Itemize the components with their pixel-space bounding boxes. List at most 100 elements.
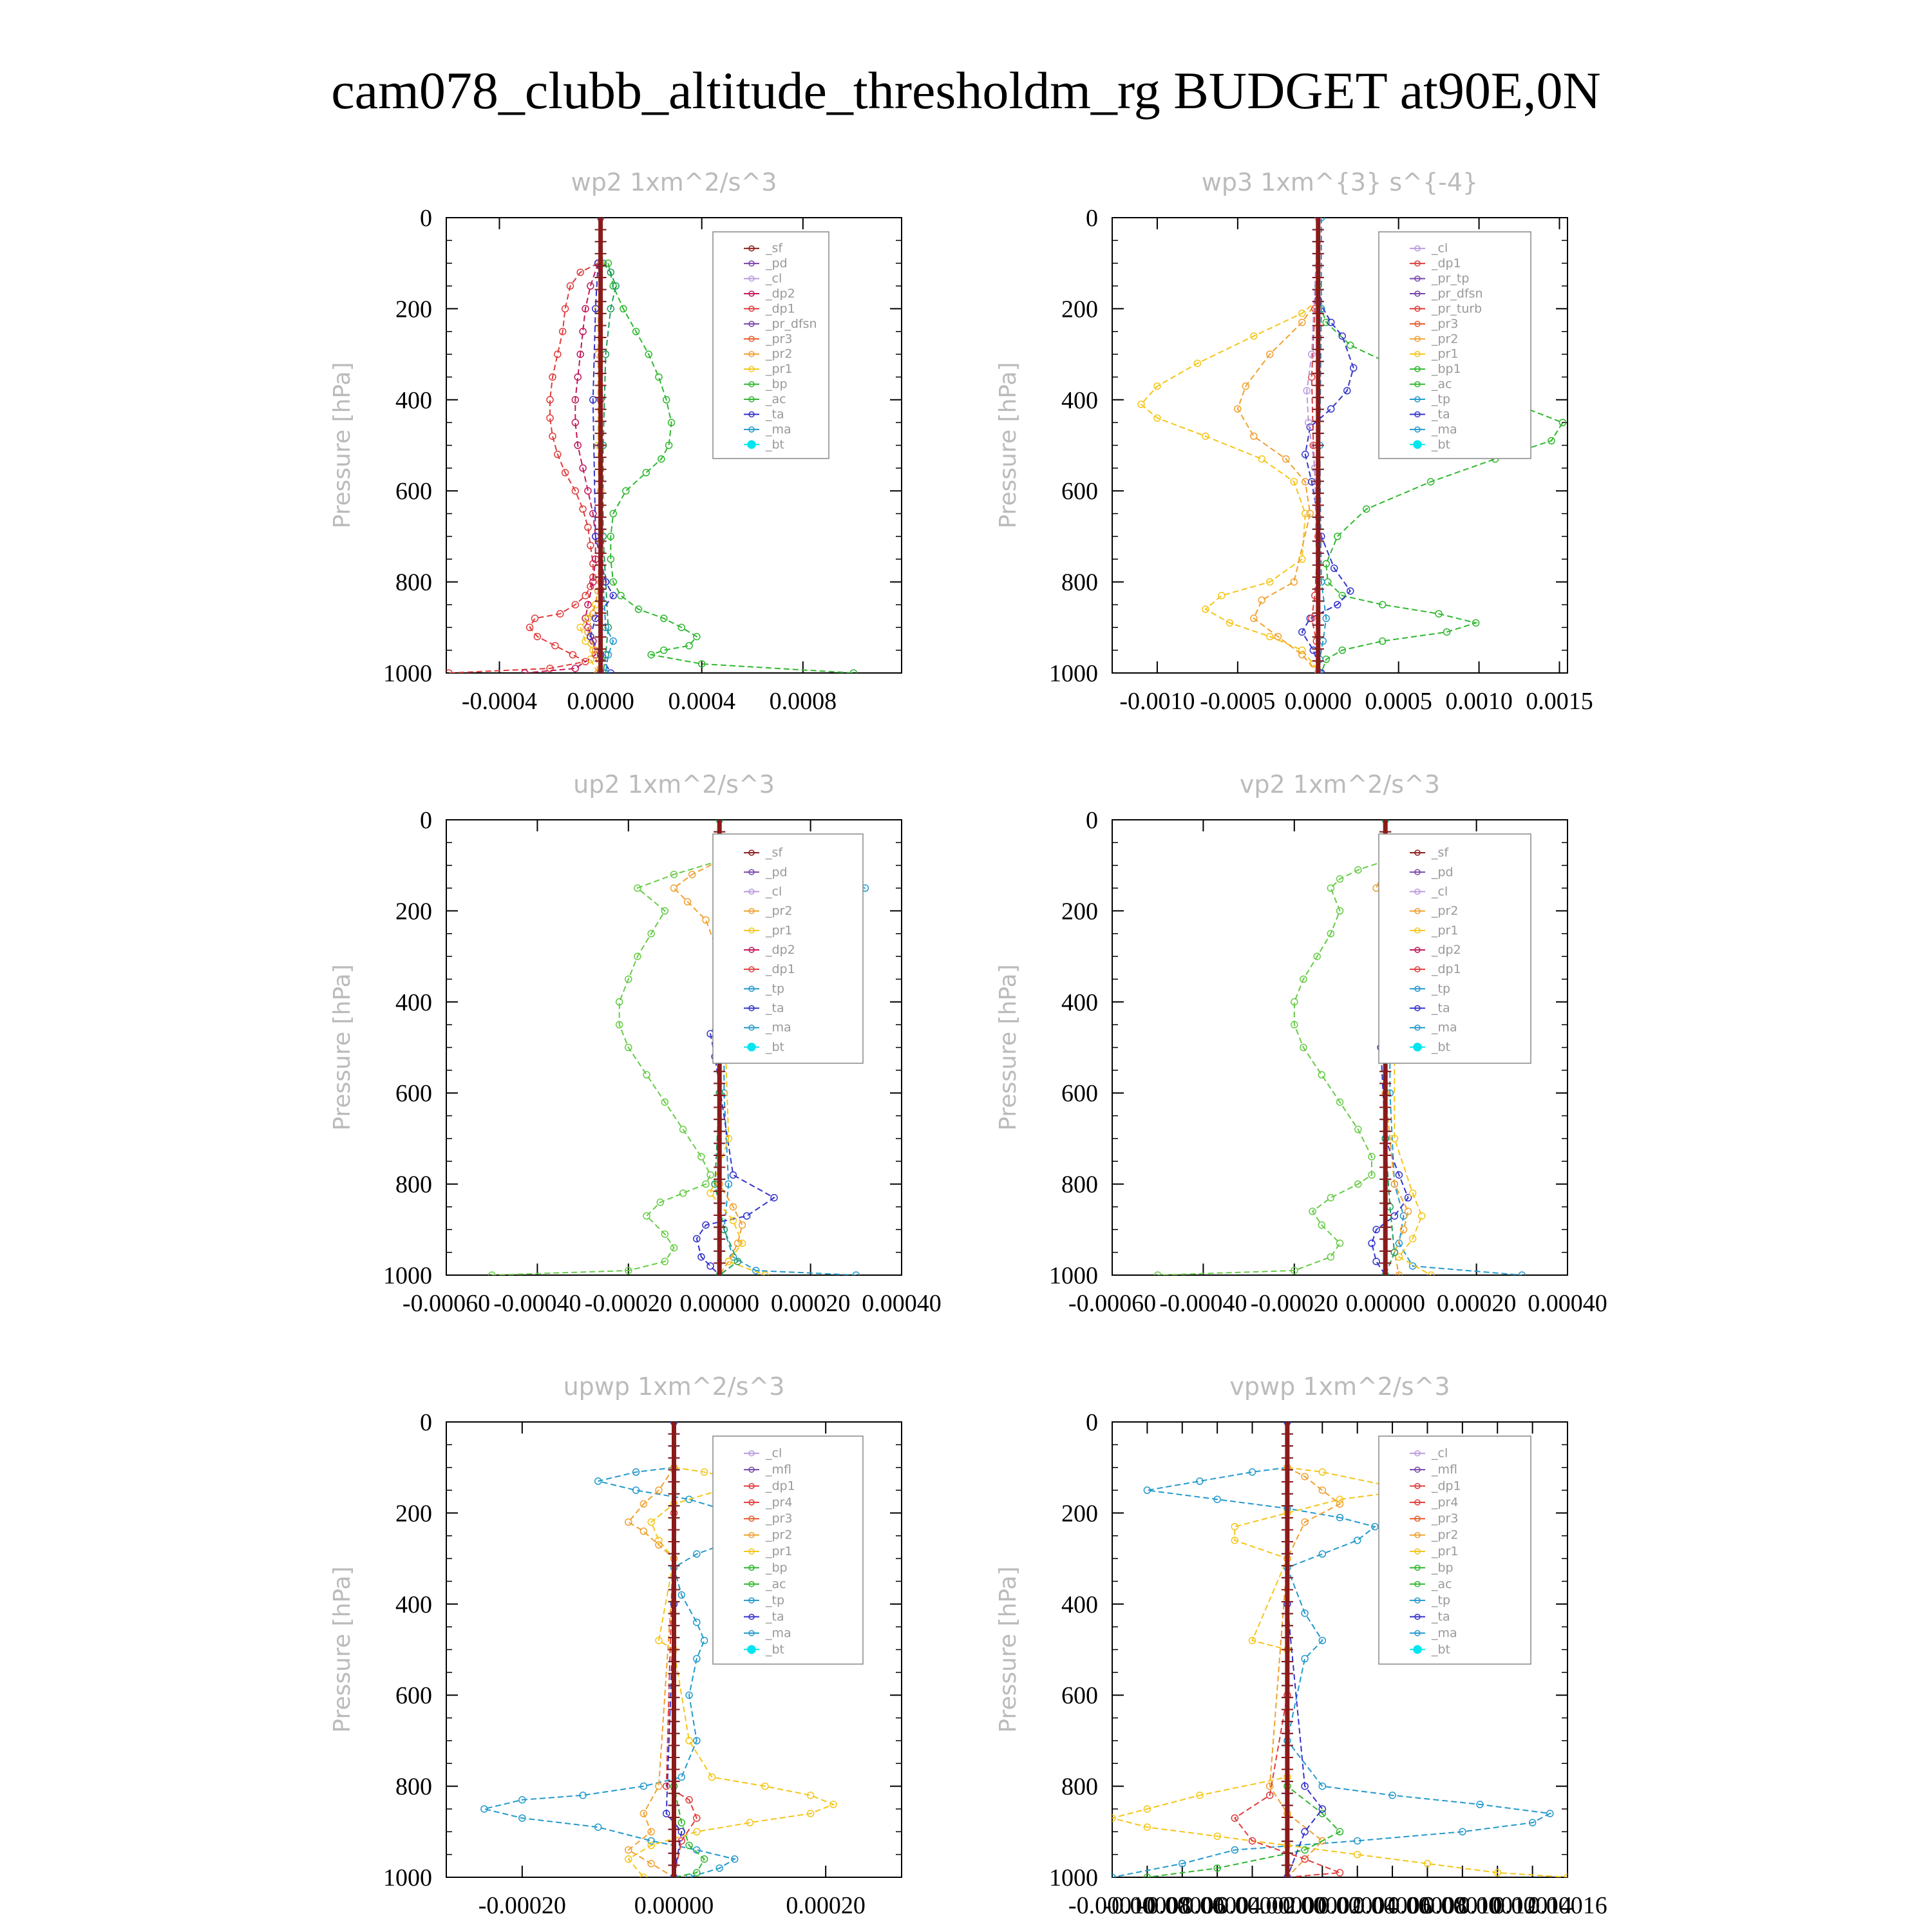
data-point-bp1 xyxy=(1558,419,1567,426)
legend-marker xyxy=(1414,927,1421,934)
legend-marker xyxy=(748,1630,755,1636)
data-point-dp1 xyxy=(1313,952,1321,960)
legend-entry: _pd xyxy=(765,256,788,270)
data-point-bp1 xyxy=(1548,437,1555,445)
legend-entry: _ma xyxy=(1431,1021,1457,1035)
legend-marker xyxy=(748,1024,755,1031)
data-point-pr2 xyxy=(1266,350,1274,358)
legend-entry: _pr4 xyxy=(765,1495,792,1510)
data-point-ac xyxy=(655,373,663,381)
data-point-dp1 xyxy=(1231,1814,1239,1822)
data-point-dp1 xyxy=(526,623,534,632)
data-point-ta xyxy=(1301,1828,1309,1836)
legend-entry: _tp xyxy=(765,981,784,996)
data-point-tp xyxy=(1179,1860,1186,1868)
legend-marker xyxy=(1414,1581,1421,1587)
legend-marker xyxy=(748,1581,755,1587)
legend-entry: _pr4 xyxy=(1431,1495,1458,1510)
legend-entry: _pr_dfsn xyxy=(765,317,817,331)
series-line-dp1 xyxy=(491,860,720,1275)
data-point-dp1 xyxy=(1153,1271,1162,1275)
data-point-dp2 xyxy=(579,328,587,336)
x-tick-label: 0.00000 xyxy=(1247,1892,1327,1919)
x-tick-label: 0.00020 xyxy=(771,1290,851,1317)
data-point-pr1 xyxy=(761,1782,769,1790)
data-point-pr2 xyxy=(1306,509,1314,518)
legend-marker xyxy=(1414,1024,1421,1031)
data-point-pr1 xyxy=(647,1518,655,1526)
x-tick-label: -0.0005 xyxy=(1200,688,1275,715)
data-point-dp1 xyxy=(554,450,562,459)
data-point-bp1 xyxy=(1346,341,1354,349)
data-point-pr1 xyxy=(1353,1850,1361,1859)
data-point-pr1 xyxy=(708,1773,716,1781)
data-point-dp1 xyxy=(643,1071,650,1079)
data-point-bp1 xyxy=(1378,601,1387,609)
legend-entry: _ma xyxy=(1431,422,1457,437)
data-point-tp xyxy=(685,1495,693,1503)
legend-entry: _pr3 xyxy=(1431,1511,1458,1526)
data-point-dp1 xyxy=(661,907,669,915)
data-point-cl xyxy=(1305,419,1312,426)
legend-marker xyxy=(1414,1531,1421,1539)
data-point-ac xyxy=(1301,1846,1309,1854)
data-point-dp1 xyxy=(551,641,559,650)
y-tick-label: 1000 xyxy=(383,1864,432,1891)
data-point-ta xyxy=(1327,318,1335,327)
legend-entry: _dp1 xyxy=(1431,1479,1461,1493)
x-tick-label: 0.0004 xyxy=(668,688,735,715)
data-point-pr1 xyxy=(655,1537,663,1544)
data-point-dp1 xyxy=(579,505,587,513)
data-point-tp xyxy=(1528,1819,1537,1826)
x-tick-label: -0.00020 xyxy=(478,1892,566,1919)
data-point-dp1 xyxy=(1300,975,1307,983)
data-point-pr2 xyxy=(1395,1271,1403,1275)
legend-marker xyxy=(748,1548,755,1555)
data-point-dp1 xyxy=(670,1244,678,1252)
data-point-pr1 xyxy=(829,1801,837,1808)
data-point-ta xyxy=(587,632,594,641)
data-point-dp1 xyxy=(1327,1253,1335,1261)
data-point-pr2 xyxy=(729,1203,737,1211)
data-point-ac xyxy=(632,328,640,336)
data-point-pr1 xyxy=(1395,1253,1403,1261)
data-point-ta xyxy=(677,1828,686,1836)
data-point-tp xyxy=(700,1636,708,1645)
legend-entry: _tp xyxy=(1431,981,1450,996)
series-line-dp1 xyxy=(448,262,599,673)
data-point-tp xyxy=(639,1782,648,1790)
legend-entry: _sf xyxy=(765,242,783,256)
x-tick-label: 0.0005 xyxy=(1365,688,1432,715)
data-point-pr1 xyxy=(1143,1805,1151,1813)
data-point-pr1 xyxy=(1298,309,1306,317)
legend-marker xyxy=(1414,411,1421,418)
legend-entry: _pr2 xyxy=(1431,332,1458,346)
x-tick-label: -0.00010 xyxy=(1068,1892,1156,1919)
data-point-pr1 xyxy=(693,1828,701,1836)
data-point-dp2 xyxy=(574,373,582,381)
legend-entry: _bt xyxy=(765,1040,784,1054)
plot-frame xyxy=(446,217,902,674)
y-tick-label: 400 xyxy=(395,989,432,1016)
legend-entry: _bt xyxy=(1431,437,1450,451)
data-point-tp xyxy=(693,1550,701,1558)
data-point-ta xyxy=(702,1221,710,1229)
data-point-tp xyxy=(1353,1537,1361,1544)
data-point-tp xyxy=(1388,1791,1396,1799)
data-point-ta xyxy=(697,1253,705,1261)
data-point-tp xyxy=(1459,1828,1466,1836)
legend-entry: _pr3 xyxy=(765,1511,792,1526)
data-point-tp xyxy=(1518,1271,1526,1275)
data-point-pr1 xyxy=(1218,592,1226,600)
x-tick-label: -0.00006 xyxy=(1139,1892,1226,1919)
data-point-tp xyxy=(1476,1801,1484,1808)
legend-entry: _ac xyxy=(765,392,786,406)
data-point-dp1 xyxy=(647,930,655,938)
data-point-dp1 xyxy=(625,1267,632,1274)
data-point-tp xyxy=(1318,218,1325,222)
data-point-cl xyxy=(1303,386,1311,395)
data-point-ta xyxy=(1346,587,1354,595)
data-point-ac xyxy=(604,259,612,267)
data-point-dp1 xyxy=(531,614,539,622)
panel-3: 0 200 400 600 800 1000-0.00060 -0.00040 -0.0002… xyxy=(329,770,942,1317)
